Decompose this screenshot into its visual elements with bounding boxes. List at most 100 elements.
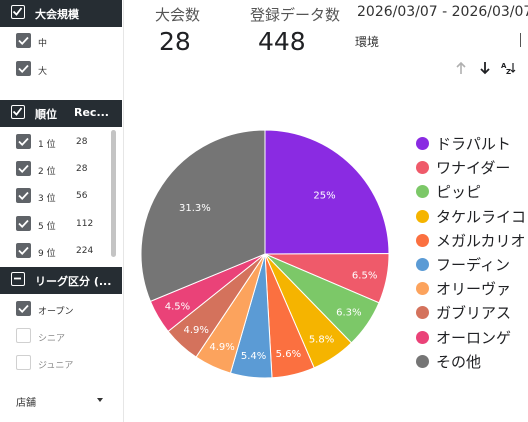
checkbox[interactable] [16,61,31,76]
legend-label: ドラパルト [436,135,511,153]
check-icon [18,304,29,313]
store-dropdown-label[interactable]: 店舗 [16,398,36,409]
filter-header-league[interactable]: リーグ区分 (... [0,267,122,294]
slice-percent-label: 5.4% [241,351,266,362]
checkbox[interactable] [16,188,31,203]
scorecard-tournaments-value: 28 [159,27,191,56]
check-icon [18,191,29,200]
option-label: 大 [38,67,48,77]
check-icon [18,164,29,173]
sort-az-icon[interactable]: A Z [501,61,517,75]
legend-label: ピッピ [436,183,482,202]
check-icon [18,246,29,255]
legend-label: タケルライコ [436,207,527,226]
slice-percent-label: 6.5% [352,270,377,281]
arrow-down-icon[interactable] [479,61,491,75]
check-icon [12,7,23,16]
arrow-up-icon[interactable] [455,61,467,75]
legend-label: オリーヴァ [436,280,512,299]
filter-title: 大会規模 [35,8,79,21]
legend-swatch [416,306,429,320]
check-icon [18,36,29,45]
scorecard-tournaments-label: 大会数 [155,6,201,24]
filter-option-rank-5[interactable]: 5 位 112 [0,213,110,235]
minus-icon [14,277,21,280]
filter-title: リーグ区分 (... [35,275,112,288]
filter-title: 順位 [35,108,57,121]
option-label: オープン [38,307,74,317]
date-range-control[interactable]: 2026/03/07 - 2026/03/07 [357,4,528,20]
legend-swatch [416,282,429,296]
legend-swatch [416,185,429,199]
option-count: 224 [76,246,94,256]
filter-option-senior[interactable]: シニア [0,325,110,347]
filter-option-open[interactable]: オープン [0,298,110,320]
checkbox[interactable] [16,301,31,316]
check-icon [18,137,29,146]
pie-slice[interactable] [264,129,390,255]
scorecard-records-value: 448 [258,27,306,56]
slice-percent-label: 5.8% [309,335,334,346]
checkbox[interactable] [16,243,31,258]
filter-option-medium[interactable]: 中 [0,30,110,52]
dropdown-arrow-icon[interactable] [97,398,103,402]
option-count: 56 [76,191,88,201]
slice-percent-label: 31.3% [179,203,211,214]
environment-filter-label[interactable]: 環境 [355,35,380,49]
filter-header-rank[interactable]: 順位 Rec... [0,100,122,127]
filter-option-junior[interactable]: ジュニア [0,352,110,374]
legend-label: その他 [436,352,482,371]
option-count: 28 [76,164,88,174]
slice-percent-label: 25% [313,190,335,201]
filter-option-rank-1[interactable]: 1 位 28 [0,131,110,153]
checkbox[interactable] [16,134,31,149]
checkbox[interactable] [16,328,31,343]
option-label: 2 位 [38,167,56,177]
option-label: シニア [38,334,66,344]
slice-percent-label: 5.6% [276,349,301,360]
checkbox[interactable] [16,355,31,370]
checkbox[interactable] [16,33,31,48]
pie-slice[interactable] [140,129,266,303]
svg-text:A: A [501,62,507,70]
filter-option-rank-9[interactable]: 9 位 224 [0,240,110,262]
slice-percent-label: 6.3% [336,308,361,319]
option-label: 3 位 [38,194,56,204]
legend-swatch [416,209,429,223]
option-label: 9 位 [38,249,56,259]
option-label: 中 [38,39,48,49]
legend-swatch [416,330,429,344]
filter-scrollbar[interactable] [111,130,116,257]
divider [520,33,521,47]
checkbox[interactable] [16,161,31,176]
check-icon [18,219,29,228]
legend-label: メガルカリオ [436,231,526,250]
check-icon [18,64,29,73]
option-label: ジュニア [38,361,74,371]
filter-option-large[interactable]: 大 [0,58,110,80]
legend-label: ガブリアス [436,304,512,323]
slice-percent-label: 4.5% [165,302,190,313]
scorecard-records-label: 登録データ数 [250,6,341,24]
count-header: Rec... [74,106,109,119]
filter-header-tournament-scale[interactable]: 大会規模 [0,0,122,27]
legend-swatch [416,233,429,247]
legend-swatch [416,161,429,175]
option-label: 5 位 [38,222,56,232]
legend-label: フーディン [436,256,510,274]
partial-select-checkbox[interactable] [11,272,25,286]
legend-swatch [416,137,429,150]
select-all-checkbox[interactable] [11,5,25,19]
option-label: 1 位 [38,140,56,150]
option-count: 28 [76,137,88,147]
select-all-checkbox[interactable] [11,105,25,119]
option-count: 112 [76,219,94,229]
filter-option-rank-2[interactable]: 2 位 28 [0,158,110,180]
filter-option-rank-3[interactable]: 3 位 56 [0,185,110,207]
legend-label: ワナイダー [436,159,511,178]
checkbox[interactable] [16,216,31,231]
svg-text:Z: Z [506,68,511,75]
legend-label: オーロンゲ [436,328,512,347]
legend-swatch [416,258,429,271]
